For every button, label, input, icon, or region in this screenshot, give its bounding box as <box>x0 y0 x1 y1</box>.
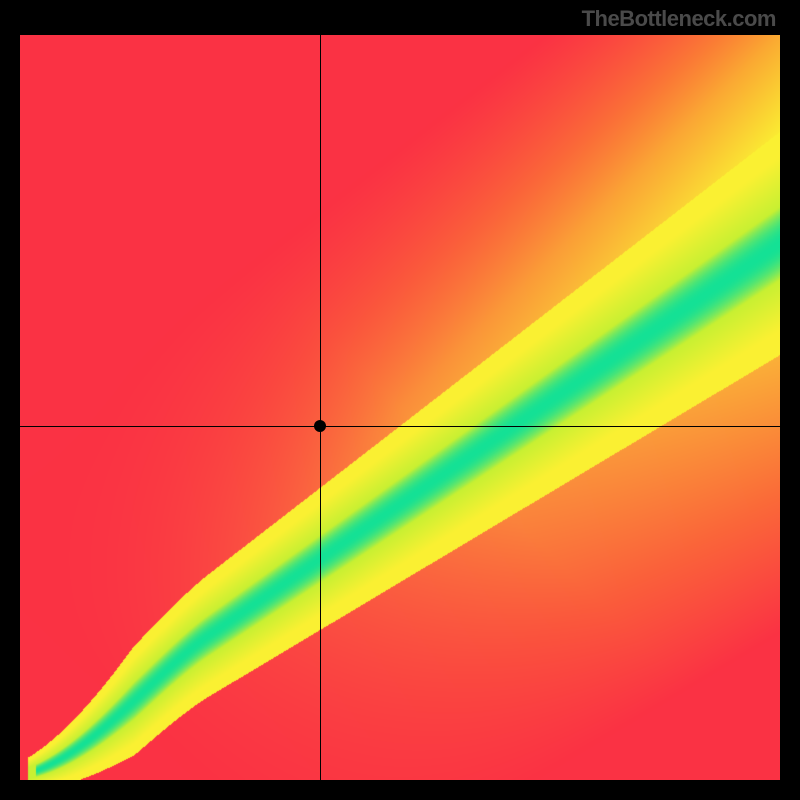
heatmap-plot <box>20 35 780 780</box>
crosshair-vertical <box>320 35 321 780</box>
crosshair-horizontal <box>20 426 780 427</box>
heatmap-canvas <box>20 35 780 780</box>
crosshair-marker <box>314 420 326 432</box>
watermark-text: TheBottleneck.com <box>582 6 776 32</box>
